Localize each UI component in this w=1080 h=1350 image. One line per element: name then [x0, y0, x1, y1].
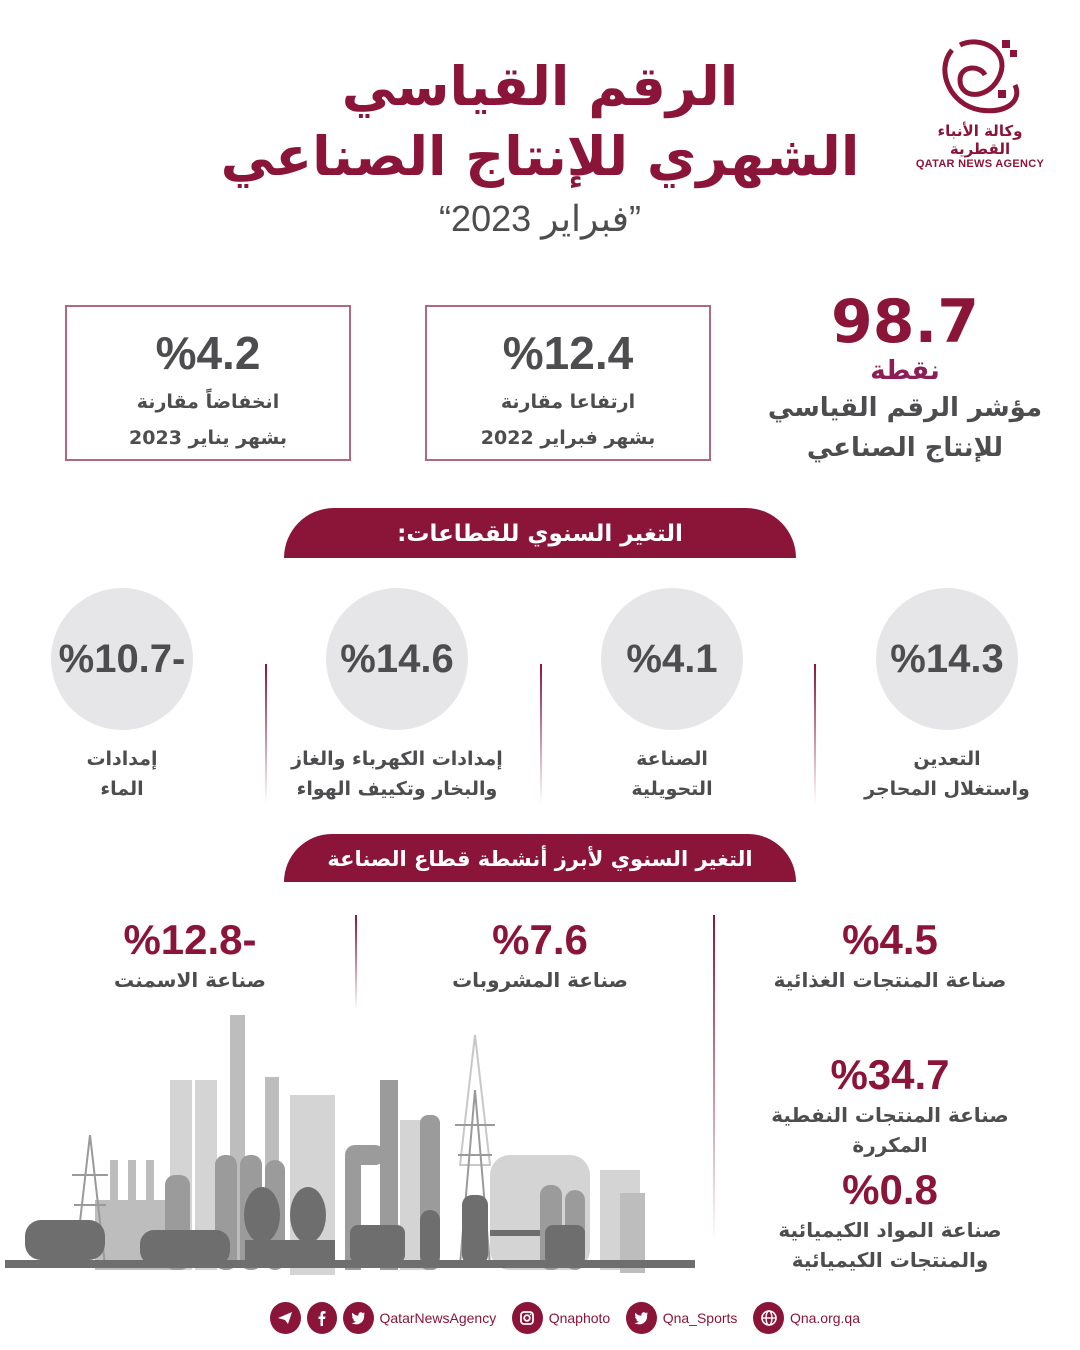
index-label-2: للإنتاج الصناعي — [806, 433, 1004, 463]
twitter-sports-handle[interactable]: Qna_Sports — [662, 1310, 738, 1326]
sector-value: %4.1 — [626, 636, 718, 681]
sector-label-2: والبخار وتكييف الهواء — [296, 778, 498, 800]
activity-label: صناعة الاسمنت — [114, 968, 266, 992]
page-title: الرقم القياسي الشهري للإنتاج الصناعي ”فب… — [200, 52, 880, 240]
sector-circle: %4.1 — [601, 588, 743, 730]
sector-label-1: إمدادات الكهرباء والغاز — [291, 748, 503, 770]
logo-english-name: QATAR NEWS AGENCY — [915, 158, 1045, 170]
sector-label-2: التحويلية — [631, 778, 713, 800]
sector-electricity: %14.6 إمدادات الكهرباء والغاز والبخار وت… — [272, 588, 522, 804]
mom-value: %4.2 — [155, 327, 261, 379]
activity-value: %34.7 — [830, 1051, 950, 1098]
activity-label-2: والمنتجات الكيميائية — [791, 1248, 989, 1272]
social-footer: QatarNewsAgency Qnaphoto Qna_Sports Qna.… — [270, 1300, 870, 1336]
logo-arabic-name: وكالة الأنباء القطرية — [937, 122, 1023, 158]
mom-label-1: انخفاضاً مقارنة — [136, 391, 280, 413]
globe-icon[interactable] — [753, 1302, 784, 1334]
activity-label: صناعة المنتجات النفطية المكررة — [771, 1103, 1009, 1157]
activity-value: %0.8 — [842, 1166, 938, 1213]
activity-refined-oil: %34.7 صناعة المنتجات النفطية المكررة — [740, 1050, 1040, 1160]
divider — [814, 664, 816, 804]
activity-chemicals: %0.8 صناعة المواد الكيميائية والمنتجات ا… — [740, 1165, 1040, 1275]
index-label-1: مؤشر الرقم القياسي — [767, 393, 1043, 423]
instagram-icon[interactable] — [512, 1302, 543, 1334]
sector-circle: %14.6 — [326, 588, 468, 730]
kpi-yoy-box: %12.4 ارتفاعا مقارنة بشهر فبراير 2022 — [425, 305, 711, 461]
index-unit: نقطة — [870, 356, 940, 386]
twitter-icon[interactable] — [343, 1302, 374, 1334]
activity-value: %4.5 — [842, 916, 938, 963]
sectors-heading: التغير السنوي للقطاعات: — [284, 508, 796, 558]
title-line-1: الرقم القياسي — [341, 55, 739, 118]
title-period: ”فبراير 2023“ — [439, 198, 641, 239]
website-link[interactable]: Qna.org.qa — [789, 1310, 860, 1326]
yoy-label-2: بشهر فبراير 2022 — [480, 427, 656, 449]
industrial-skyline-illustration — [0, 1015, 700, 1275]
yoy-label-1: ارتفاعا مقارنة — [500, 391, 636, 413]
qna-emblem-icon — [942, 39, 1020, 114]
divider — [713, 915, 715, 1245]
title-line-2: الشهري للإنتاج الصناعي — [220, 125, 860, 188]
sector-circle: %14.3 — [876, 588, 1018, 730]
sector-value: %14.3 — [890, 636, 1004, 681]
index-value: 98.7 — [830, 287, 980, 357]
activity-label: صناعة المشروبات — [452, 968, 628, 992]
activity-food: %4.5 صناعة المنتجات الغذائية — [740, 915, 1040, 995]
activity-label-1: صناعة المواد الكيميائية — [778, 1218, 1002, 1242]
divider — [540, 664, 542, 804]
divider — [265, 664, 267, 804]
facebook-icon[interactable] — [306, 1302, 337, 1334]
sector-label-2: الماء — [100, 778, 144, 800]
activity-value: %12.8- — [123, 916, 257, 963]
sector-label-1: إمدادات — [86, 748, 158, 770]
social-handle-main[interactable]: QatarNewsAgency — [379, 1310, 497, 1326]
kpi-index: 98.7 نقطة مؤشر الرقم القياسي للإنتاج الص… — [760, 290, 1050, 468]
sector-value: %14.6 — [340, 636, 454, 681]
instagram-handle[interactable]: Qnaphoto — [548, 1310, 611, 1326]
telegram-icon[interactable] — [270, 1302, 301, 1334]
manufacturing-heading: التغير السنوي لأبرز أنشطة قطاع الصناعة ا… — [284, 834, 796, 921]
kpi-mom-box: %4.2 انخفاضاً مقارنة بشهر يناير 2023 — [65, 305, 351, 461]
activity-beverages: %7.6 صناعة المشروبات — [390, 915, 690, 995]
sector-label-1: الصناعة — [636, 748, 708, 770]
sector-label-1: التعدين — [913, 748, 981, 770]
yoy-value: %12.4 — [502, 327, 634, 379]
activity-cement: %12.8- صناعة الاسمنت — [40, 915, 340, 995]
sector-circle: %10.7- — [51, 588, 193, 730]
activity-value: %7.6 — [492, 916, 588, 963]
divider — [355, 915, 357, 1010]
activity-label: صناعة المنتجات الغذائية — [773, 968, 1007, 992]
mom-label-2: بشهر يناير 2023 — [129, 427, 287, 449]
qna-logo: وكالة الأنباء القطرية QATAR NEWS AGENCY — [905, 30, 1055, 170]
sector-value: %10.7- — [58, 636, 186, 681]
sector-mining: %14.3 التعدين واستغلال المحاجر — [822, 588, 1072, 804]
twitter-sports-icon[interactable] — [626, 1302, 657, 1334]
sector-label-2: واستغلال المحاجر — [864, 778, 1030, 800]
sector-water: %10.7- إمدادات الماء — [0, 588, 247, 804]
sector-manufacturing: %4.1 الصناعة التحويلية — [547, 588, 797, 804]
